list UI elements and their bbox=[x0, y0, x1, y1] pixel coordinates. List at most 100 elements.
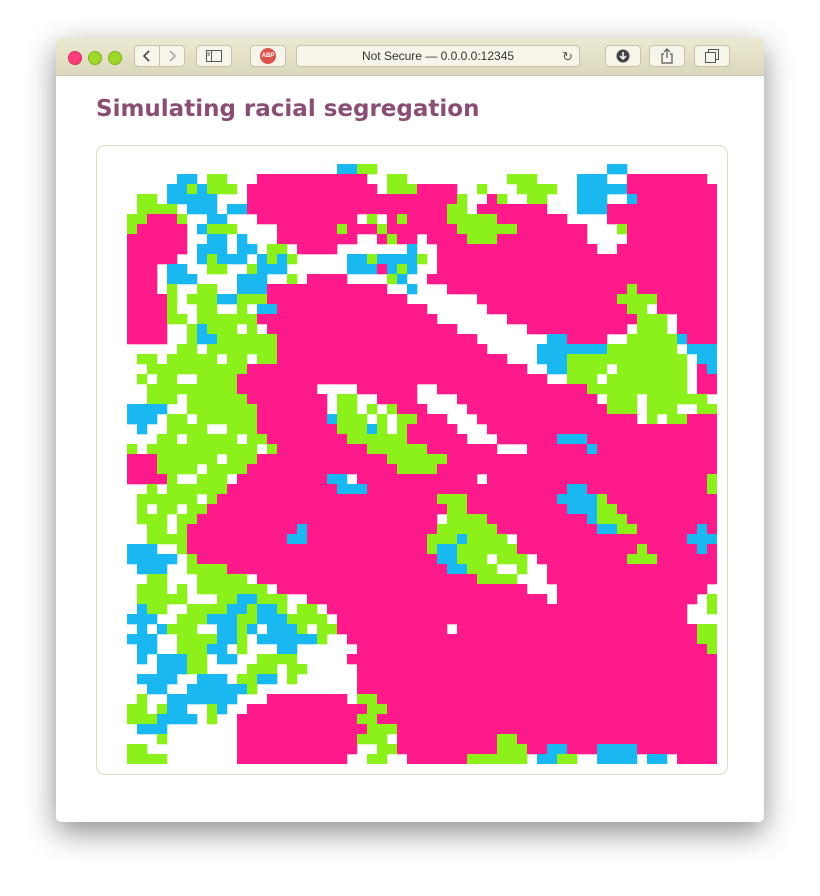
pink-cell bbox=[587, 624, 598, 635]
pink-cell bbox=[607, 614, 618, 625]
pink-cell bbox=[377, 524, 388, 535]
pink-cell bbox=[607, 294, 618, 305]
pink-cell bbox=[697, 224, 708, 235]
blue-cell bbox=[377, 254, 388, 265]
green-cell bbox=[247, 414, 258, 425]
pink-cell bbox=[227, 524, 238, 535]
pink-cell bbox=[627, 234, 638, 245]
green-cell bbox=[207, 444, 218, 455]
pink-cell bbox=[527, 374, 538, 385]
pink-cell bbox=[557, 594, 568, 605]
pink-cell bbox=[497, 624, 508, 635]
pink-cell bbox=[697, 254, 708, 265]
green-cell bbox=[547, 184, 558, 195]
blue-cell bbox=[157, 724, 168, 735]
pink-cell bbox=[337, 444, 348, 455]
pink-cell bbox=[147, 464, 158, 475]
pink-cell bbox=[547, 534, 558, 545]
pink-cell bbox=[527, 684, 538, 695]
pink-cell bbox=[567, 254, 578, 265]
zoom-window-button[interactable] bbox=[108, 51, 122, 65]
pink-cell bbox=[627, 714, 638, 725]
address-bar[interactable]: Not Secure — 0.0.0.0:12345 ↻ bbox=[296, 45, 580, 67]
pink-cell bbox=[427, 334, 438, 345]
pink-cell bbox=[457, 644, 468, 655]
pink-cell bbox=[327, 224, 338, 235]
green-cell bbox=[367, 734, 378, 745]
pink-cell bbox=[327, 594, 338, 605]
pink-cell bbox=[697, 714, 708, 725]
green-cell bbox=[657, 334, 668, 345]
pink-cell bbox=[297, 484, 308, 495]
pink-cell bbox=[147, 324, 158, 335]
pink-cell bbox=[667, 564, 678, 575]
green-cell bbox=[197, 304, 208, 315]
pink-cell bbox=[667, 644, 678, 655]
blue-cell bbox=[597, 344, 608, 355]
pink-cell bbox=[357, 534, 368, 545]
pink-cell bbox=[527, 484, 538, 495]
pink-cell bbox=[277, 744, 288, 755]
green-cell bbox=[147, 714, 158, 725]
pink-cell bbox=[217, 524, 228, 535]
pink-cell bbox=[457, 484, 468, 495]
pink-cell bbox=[387, 674, 398, 685]
pink-cell bbox=[157, 234, 168, 245]
green-cell bbox=[217, 464, 228, 475]
pink-cell bbox=[657, 234, 668, 245]
green-cell bbox=[277, 594, 288, 605]
pink-cell bbox=[287, 584, 298, 595]
pink-cell bbox=[527, 744, 538, 755]
forward-button[interactable] bbox=[159, 45, 185, 67]
sidebar-button[interactable] bbox=[196, 45, 232, 67]
pink-cell bbox=[647, 614, 658, 625]
pink-cell bbox=[277, 434, 288, 445]
pink-cell bbox=[607, 674, 618, 685]
pink-cell bbox=[317, 404, 328, 415]
pink-cell bbox=[277, 564, 288, 575]
pink-cell bbox=[557, 454, 568, 465]
download-button[interactable] bbox=[605, 45, 641, 67]
pink-cell bbox=[557, 534, 568, 545]
pink-cell bbox=[687, 204, 698, 215]
back-button[interactable] bbox=[134, 45, 160, 67]
pink-cell bbox=[667, 244, 678, 255]
pink-cell bbox=[377, 314, 388, 325]
pink-cell bbox=[317, 344, 328, 355]
tabs-button[interactable] bbox=[694, 45, 730, 67]
pink-cell bbox=[287, 294, 298, 305]
pink-cell bbox=[397, 324, 408, 335]
pink-cell bbox=[697, 204, 708, 215]
green-cell bbox=[147, 584, 158, 595]
blue-cell bbox=[187, 714, 198, 725]
pink-cell bbox=[507, 474, 518, 485]
share-button[interactable] bbox=[649, 45, 685, 67]
pink-cell bbox=[637, 424, 648, 435]
pink-cell bbox=[637, 214, 648, 225]
pink-cell bbox=[707, 334, 717, 345]
blue-cell bbox=[287, 634, 298, 645]
pink-cell bbox=[637, 724, 648, 735]
green-cell bbox=[227, 464, 238, 475]
pink-cell bbox=[357, 384, 368, 395]
adblock-button[interactable]: ABP bbox=[250, 45, 286, 67]
pink-cell bbox=[437, 654, 448, 665]
pink-cell bbox=[557, 524, 568, 535]
pink-cell bbox=[467, 594, 478, 605]
close-window-button[interactable] bbox=[68, 51, 82, 65]
green-cell bbox=[357, 414, 368, 425]
pink-cell bbox=[357, 374, 368, 385]
pink-cell bbox=[497, 514, 508, 525]
pink-cell bbox=[187, 544, 198, 555]
pink-cell bbox=[297, 394, 308, 405]
green-cell bbox=[517, 744, 528, 755]
green-cell bbox=[447, 204, 458, 215]
pink-cell bbox=[387, 574, 398, 585]
blue-cell bbox=[157, 654, 168, 665]
pink-cell bbox=[447, 724, 458, 735]
green-cell bbox=[227, 224, 238, 235]
reload-icon[interactable]: ↻ bbox=[562, 49, 573, 64]
minimize-window-button[interactable] bbox=[88, 51, 102, 65]
pink-cell bbox=[567, 414, 578, 425]
pink-cell bbox=[337, 554, 348, 565]
